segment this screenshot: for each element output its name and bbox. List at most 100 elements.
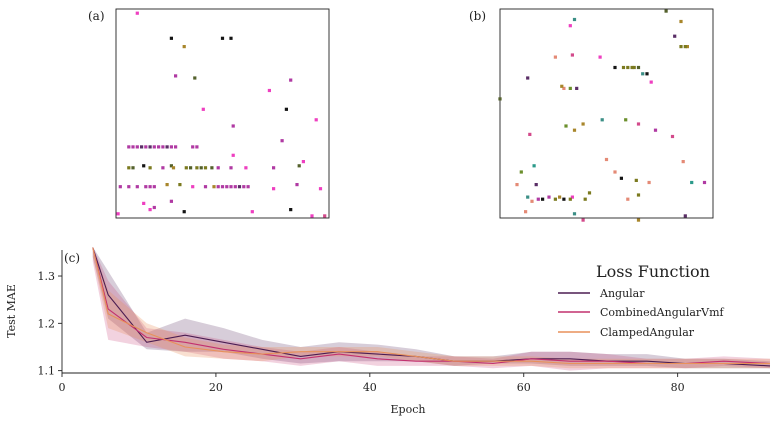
band-combinedangularvmf: [92, 247, 771, 371]
panel-a-point: [157, 145, 161, 149]
panel-a-point: [267, 88, 271, 93]
panel-a-point: [144, 185, 148, 189]
panel-a-point: [169, 164, 173, 168]
panel-a-point: [212, 185, 216, 189]
panel-b-point: [562, 86, 566, 90]
panel-b-point: [558, 195, 562, 199]
panel-b-point: [673, 34, 677, 38]
loss-bands: [92, 247, 771, 371]
panel-b-point: [626, 65, 630, 70]
panel-b-point: [581, 122, 585, 126]
loss-lines: [92, 247, 771, 367]
series-line-clampedangular: [92, 247, 770, 365]
panel-a-point: [169, 36, 173, 40]
panel-b-point: [515, 183, 519, 187]
panel-b-point: [568, 24, 572, 28]
panel-a-point: [297, 164, 301, 168]
panel-b-point: [621, 65, 626, 70]
panel-b-point: [568, 86, 572, 90]
panel-b-point: [632, 65, 636, 70]
legend-entry: ClampedAngular: [600, 326, 695, 339]
panel-b-point: [560, 84, 564, 88]
panel-a-point: [233, 185, 237, 189]
panel-b-point: [553, 55, 557, 59]
panel-a-point: [199, 166, 203, 170]
legend-entry: Angular: [599, 287, 645, 300]
panel-b-point: [641, 72, 645, 76]
panel-a-point: [220, 185, 225, 189]
panel-b-point: [528, 132, 532, 136]
panel-b-label: (b): [469, 9, 486, 23]
panel-b-point: [536, 197, 540, 201]
panel-a-point: [203, 185, 208, 189]
panel-b-point: [670, 134, 675, 139]
y-axis-label: Test MAE: [5, 284, 18, 338]
panel-b-point: [572, 17, 577, 22]
panel-b-point: [553, 197, 557, 201]
panel-b-point: [613, 65, 617, 70]
panel-b-point: [530, 199, 534, 203]
panel-a-point: [289, 208, 293, 212]
panel-a-point: [225, 185, 229, 189]
panel-a-point: [127, 166, 131, 170]
panel-b-point: [572, 128, 577, 132]
panel-a-point: [280, 139, 284, 143]
panel-a-point: [229, 166, 233, 170]
panel-b-point: [575, 86, 579, 90]
panel-a-point: [216, 185, 220, 189]
panel-b-point: [636, 122, 641, 126]
panel-a-point: [152, 185, 156, 189]
panel-a-point: [148, 166, 152, 170]
panel-a-point: [242, 185, 246, 189]
panel-b-point: [653, 128, 658, 132]
panel-b-point: [526, 76, 530, 80]
panel-a-point: [135, 11, 139, 15]
panel-b-point: [587, 191, 592, 195]
panel-a-point: [174, 145, 178, 149]
panel-b-point: [568, 197, 572, 201]
legend-entry: CombinedAngularVmf: [600, 306, 725, 319]
panel-a-point: [169, 145, 173, 149]
panel-a-point: [229, 185, 233, 189]
panel-a-label: (a): [88, 9, 105, 23]
panel-a-point: [272, 166, 276, 170]
panel-a-point: [161, 166, 165, 170]
panel-b-point: [526, 195, 530, 199]
x-tick-label: 40: [363, 381, 377, 394]
panel-a-point: [127, 185, 131, 189]
panel-a-point: [174, 74, 178, 78]
panel-b-point: [498, 97, 502, 101]
x-tick-label: 60: [517, 381, 531, 394]
panel-a-point: [189, 166, 193, 170]
panel-a-point: [148, 145, 152, 149]
panel-b-frame: [499, 8, 714, 219]
panel-a-point: [142, 201, 146, 205]
panel-c-label: (c): [64, 251, 80, 265]
panel-b-point: [690, 180, 694, 185]
panel-a-point: [201, 107, 205, 111]
panel-a-point: [182, 45, 186, 49]
panel-b-point: [679, 45, 683, 49]
panel-b-point: [604, 157, 609, 162]
panel-a-point: [182, 210, 186, 214]
panel-a-point: [193, 76, 197, 80]
panel-b-point: [572, 212, 577, 216]
panel-a-point: [171, 166, 176, 170]
panel-a-point: [318, 187, 323, 191]
panel-b-point: [636, 65, 641, 70]
x-tick-label: 80: [671, 381, 685, 394]
y-ticks: 1.1 1.2 1.3: [38, 270, 62, 378]
panel-a-point: [250, 210, 254, 214]
panel-a-point: [231, 124, 235, 128]
panel-b-point: [524, 210, 528, 214]
panel-b-point: [570, 53, 574, 57]
panel-b-point: [630, 65, 634, 70]
y-tick-label: 1.2: [38, 317, 56, 330]
panel-a-point: [310, 214, 314, 218]
panel-b-point: [702, 180, 707, 185]
panel-b-point: [626, 197, 630, 201]
panel-a-point: [191, 145, 195, 149]
panel-a-point: [165, 183, 169, 187]
panel-b-point: [681, 160, 685, 164]
panel-a-point: [295, 183, 299, 187]
